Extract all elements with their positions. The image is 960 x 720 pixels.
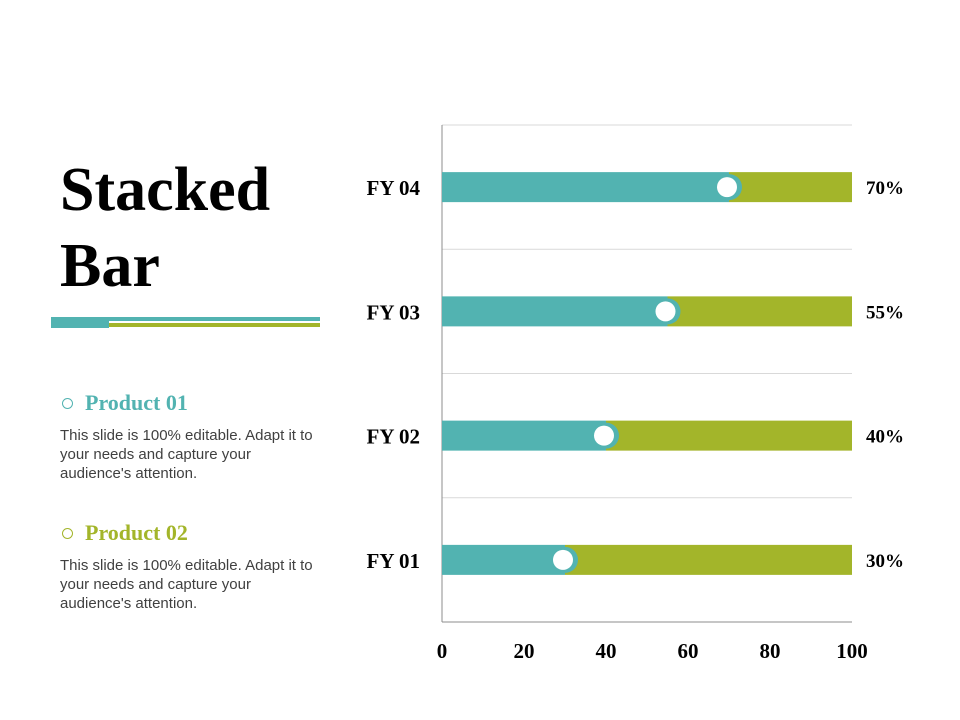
legend-item-product-01: Product 01 This slide is 100% editable. …	[60, 390, 320, 483]
data-label: 40%	[866, 427, 904, 448]
bar-marker	[553, 549, 573, 570]
bar-segment-product-02	[606, 420, 852, 451]
bar-segment-product-01	[442, 172, 729, 203]
data-label: 70%	[866, 178, 904, 199]
legend-description-product-01: This slide is 100% editable. Adapt it to…	[60, 427, 313, 482]
legend-label-product-02: Product 02	[85, 520, 188, 545]
data-label: 55%	[866, 302, 904, 323]
bar-segment-product-01	[442, 296, 668, 327]
legend-description-product-02: This slide is 100% editable. Adapt it to…	[60, 557, 313, 612]
category-label: FY 03	[367, 300, 420, 324]
bar-marker	[655, 301, 676, 322]
title-divider-olive	[109, 323, 320, 327]
title-divider-teal	[51, 317, 320, 321]
x-tick-label: 60	[678, 639, 699, 663]
slide-title-line-2: Bar	[60, 232, 160, 300]
circle-bullet-icon	[62, 527, 73, 539]
legend-label-product-01: Product 01	[85, 390, 188, 415]
bar-segment-product-01	[442, 420, 606, 451]
slide-title: Stacked Bar	[60, 152, 340, 304]
bar-segment-product-02	[729, 172, 852, 203]
circle-bullet-icon	[62, 397, 73, 409]
category-label: FY 02	[367, 425, 420, 449]
bar-segment-product-02	[667, 296, 852, 327]
x-tick-label: 40	[596, 639, 617, 663]
x-tick-label: 80	[760, 639, 781, 663]
slide-title-line-1: Stacked	[60, 156, 271, 224]
category-label: FY 01	[367, 549, 420, 573]
bar-segment-product-01	[442, 544, 565, 575]
category-label: FY 04	[367, 176, 421, 200]
data-label: 30%	[866, 551, 904, 572]
title-divider-teal-tab	[51, 321, 109, 328]
bar-marker	[594, 425, 614, 446]
x-tick-label: 20	[514, 639, 535, 663]
x-tick-label: 0	[437, 639, 448, 663]
bar-marker	[717, 177, 737, 198]
legend-item-product-02: Product 02 This slide is 100% editable. …	[60, 520, 320, 613]
bar-segment-product-02	[565, 544, 852, 575]
x-tick-label: 100	[836, 639, 868, 663]
